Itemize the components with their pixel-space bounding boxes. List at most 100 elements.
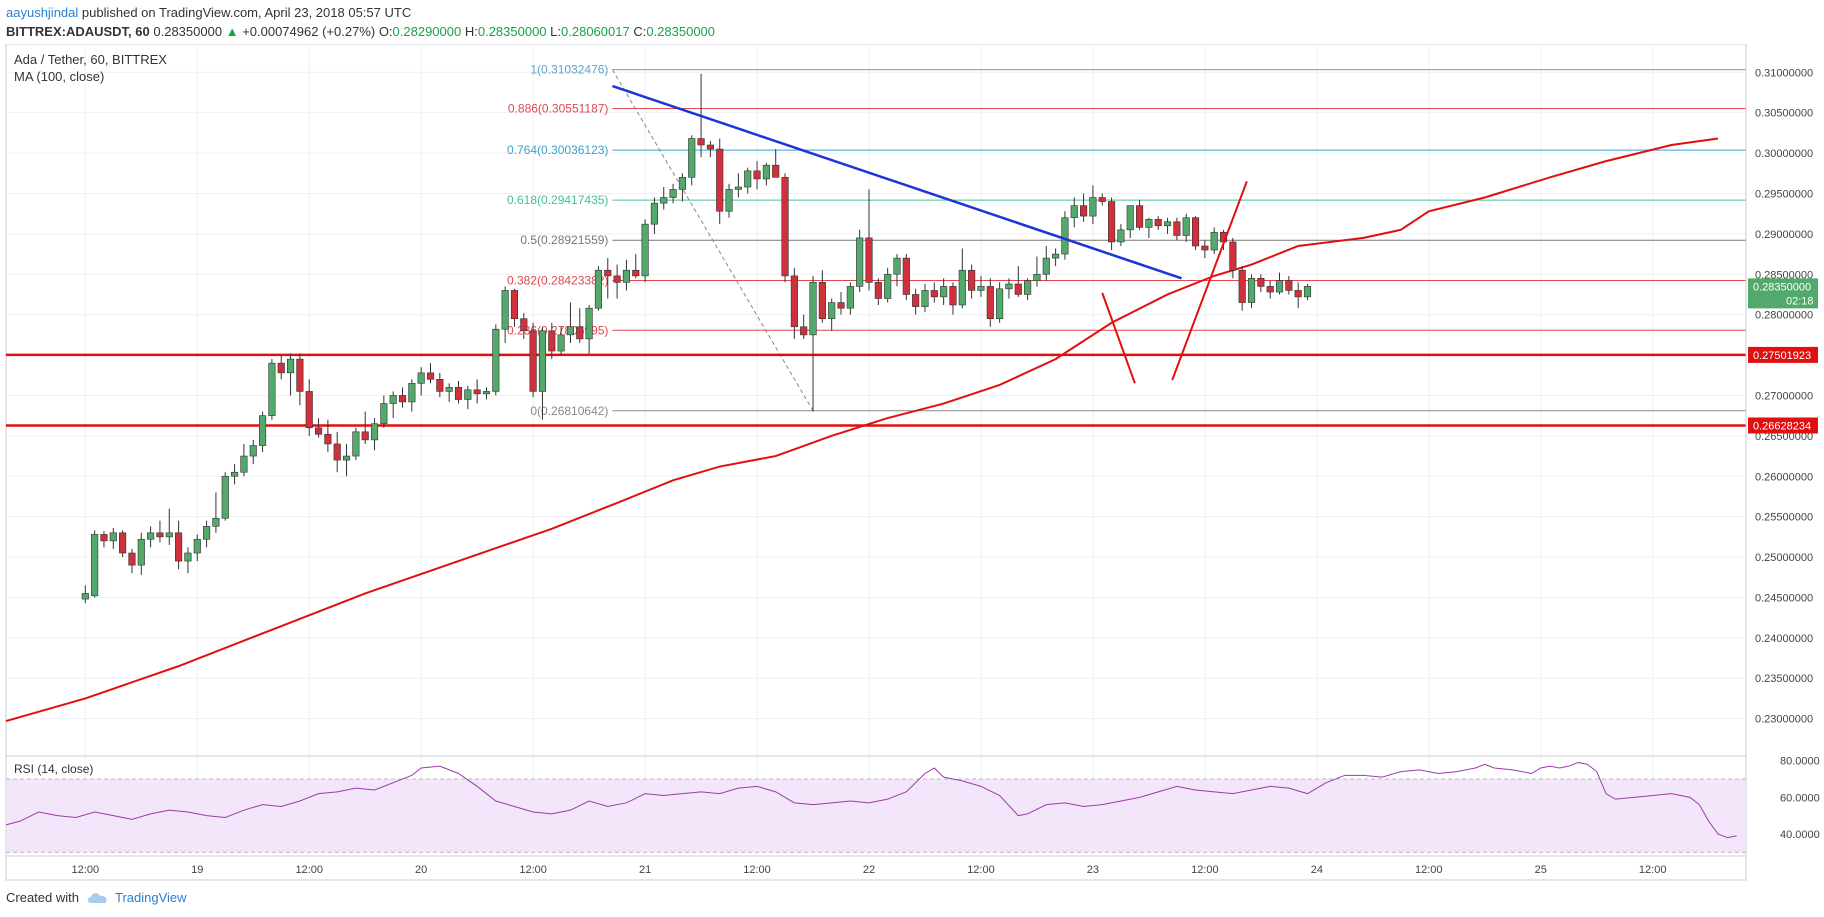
candle (1173, 217, 1181, 241)
projection-up[interactable] (1171, 181, 1248, 381)
candle (1275, 272, 1284, 295)
candle (464, 385, 472, 410)
time-axis[interactable]: 12:00 19 12:00 20 12:00 21 12:00 22 12:00 23 12:00… (6, 855, 1746, 876)
ma-line (5, 137, 1719, 723)
candle-body (408, 383, 416, 403)
projection-down[interactable] (1101, 292, 1136, 384)
candle (856, 229, 864, 293)
candle-body (669, 189, 677, 198)
candle (968, 264, 976, 299)
time-tick-label: 24 (1311, 864, 1323, 876)
candle-body (613, 275, 621, 283)
ma100-line (5, 137, 1719, 723)
candle-body (856, 237, 864, 287)
candle (566, 302, 575, 343)
candle-body (380, 403, 388, 425)
candle (762, 162, 770, 186)
candle-body (688, 138, 696, 178)
candle-body (576, 326, 584, 340)
last-price-label: 0.28350000 (1753, 281, 1811, 293)
candle (604, 258, 612, 299)
candle (977, 275, 985, 297)
candle (1005, 278, 1013, 299)
candle-body (622, 269, 630, 283)
candle-body (977, 286, 985, 291)
fib-level-label: 0.5(0.28921559) (520, 233, 608, 247)
price-chart[interactable]: 1(0.31032476) 0.886(0.30551187) 0.764(0.30… (0, 44, 1824, 884)
candle-body (828, 302, 836, 320)
candle-body (846, 286, 854, 309)
candle (650, 197, 658, 234)
candle (1266, 280, 1274, 299)
rsi-line (5, 761, 1737, 839)
footer: Created with TradingView (6, 890, 187, 905)
candle (91, 530, 99, 598)
candle-body (884, 273, 892, 299)
candle (119, 530, 127, 558)
candle-body (1154, 219, 1162, 227)
candle (156, 520, 164, 543)
candle-body (165, 532, 173, 538)
candle (408, 379, 416, 412)
rsi-band (7, 779, 1745, 853)
candle (744, 167, 752, 194)
price-axis[interactable]: 0.31000000 0.30500000 0.30000000 0.29500000… (1745, 44, 1820, 856)
candle-body (762, 164, 770, 180)
candle-body (426, 372, 435, 380)
candle (231, 464, 239, 485)
candle-body (930, 290, 938, 298)
candle (790, 267, 798, 339)
candle (165, 508, 173, 545)
rsi-tick-label: 60.0000 (1780, 792, 1820, 804)
candle (538, 326, 547, 420)
candle-body (604, 269, 612, 277)
candle-body (389, 395, 397, 404)
trendline[interactable] (612, 84, 1182, 280)
rsi-label: RSI (14, close) (14, 762, 93, 776)
candle (370, 418, 379, 451)
candle-body (91, 534, 99, 597)
candle (361, 411, 369, 444)
candle (1126, 205, 1134, 238)
candle-body (1136, 205, 1144, 228)
candle-body (156, 532, 164, 538)
candle (594, 266, 603, 311)
candle (809, 275, 817, 412)
candle (473, 379, 481, 404)
candle (865, 189, 873, 291)
drawings[interactable] (612, 84, 1248, 384)
tradingview-link[interactable]: TradingView (114, 890, 187, 905)
close-value: 0.28350000 (646, 24, 716, 39)
candle (436, 372, 444, 398)
candle-body (1257, 278, 1265, 287)
candle (837, 292, 845, 315)
candle-body (744, 170, 752, 188)
candle-body (1005, 283, 1013, 290)
candles (81, 73, 1312, 604)
time-tick-label: 22 (863, 864, 875, 876)
candle-body (212, 517, 220, 527)
candle (492, 324, 500, 396)
rsi-tick-label: 40.0000 (1780, 829, 1820, 841)
candle (277, 355, 285, 380)
candle (324, 419, 332, 453)
support-lines[interactable] (6, 353, 1746, 427)
price-tick-label: 0.29000000 (1755, 229, 1813, 241)
candle-body (1070, 205, 1078, 219)
candle (203, 520, 211, 548)
rsi-pane[interactable]: RSI (14, close) (5, 761, 1746, 853)
candle-body (538, 330, 547, 392)
fib-level-label: 0.886(0.30551187) (508, 102, 609, 116)
price-tick-label: 0.24000000 (1755, 633, 1813, 645)
price-tick-label: 0.26000000 (1755, 471, 1813, 483)
candle-body (333, 443, 341, 461)
candle-body (352, 431, 360, 457)
author-link[interactable]: aayushjindal (6, 5, 79, 20)
low-value: 0.28060017 (561, 24, 630, 39)
candle-body (1182, 217, 1190, 236)
candle-body (1173, 221, 1181, 236)
candle (846, 282, 854, 315)
candle-body (1247, 278, 1256, 303)
low-label: L: (550, 24, 562, 39)
candle-body (1052, 253, 1060, 259)
